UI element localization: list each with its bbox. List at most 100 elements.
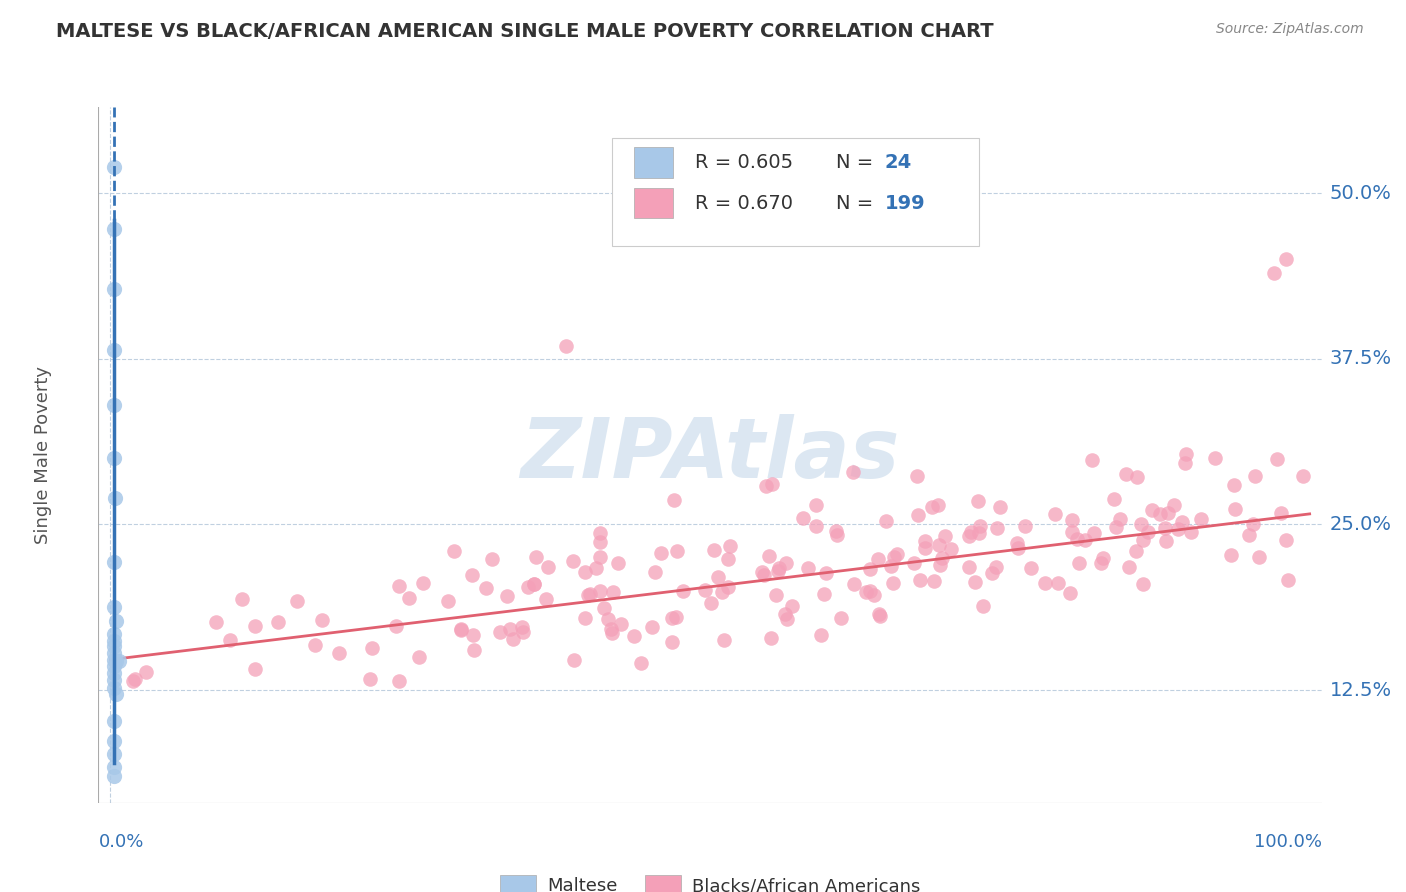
Point <box>1204 451 1226 466</box>
Point <box>412 575 434 590</box>
Point <box>524 549 547 564</box>
Point <box>602 584 624 599</box>
Point <box>267 615 290 630</box>
Point <box>929 558 952 573</box>
Point <box>596 612 619 626</box>
Text: MALTESE VS BLACK/AFRICAN AMERICAN SINGLE MALE POVERTY CORRELATION CHART: MALTESE VS BLACK/AFRICAN AMERICAN SINGLE… <box>56 22 994 41</box>
Point <box>718 539 741 553</box>
Point <box>103 673 125 687</box>
Point <box>984 559 1007 574</box>
Point <box>758 549 780 564</box>
Point <box>1033 576 1056 591</box>
Point <box>661 635 683 649</box>
Point <box>761 477 783 491</box>
Point <box>1237 528 1260 542</box>
Point <box>585 560 607 574</box>
Point <box>1163 499 1185 513</box>
Point <box>103 343 125 357</box>
Point <box>1244 469 1267 483</box>
Point <box>883 549 905 564</box>
Point <box>810 628 832 642</box>
Point <box>124 673 146 687</box>
Point <box>1045 507 1067 521</box>
Point <box>640 620 662 634</box>
Point <box>1083 526 1105 541</box>
Point <box>1249 550 1271 565</box>
Point <box>661 611 683 625</box>
Point <box>512 625 534 640</box>
Point <box>855 584 877 599</box>
Point <box>768 561 790 575</box>
Point <box>1060 513 1083 527</box>
Point <box>103 769 125 783</box>
Text: 25.0%: 25.0% <box>1330 515 1392 534</box>
Point <box>103 555 125 569</box>
Text: 0.0%: 0.0% <box>98 833 143 851</box>
Point <box>122 673 145 688</box>
Text: Source: ZipAtlas.com: Source: ZipAtlas.com <box>1216 22 1364 37</box>
Point <box>869 608 891 623</box>
Point <box>103 659 125 673</box>
Point <box>1074 533 1097 548</box>
Point <box>1014 519 1036 533</box>
Point <box>859 562 882 576</box>
Point <box>231 591 253 606</box>
Point <box>665 610 688 624</box>
Point <box>905 469 928 483</box>
Point <box>496 590 519 604</box>
Point <box>1142 502 1164 516</box>
Point <box>517 580 540 594</box>
Point <box>863 588 886 602</box>
Point <box>1265 452 1288 467</box>
Point <box>965 574 987 589</box>
Point <box>103 681 125 695</box>
Point <box>1125 470 1147 484</box>
Point <box>1263 266 1285 280</box>
Point <box>311 613 333 627</box>
Point <box>103 398 125 412</box>
Point <box>931 550 953 565</box>
Point <box>105 687 128 701</box>
Point <box>1167 522 1189 536</box>
Point <box>1174 456 1197 470</box>
Point <box>967 494 990 508</box>
Point <box>797 561 820 575</box>
Point <box>934 528 956 542</box>
Point <box>589 583 612 598</box>
Point <box>630 657 652 671</box>
Point <box>765 588 787 602</box>
Point <box>1130 516 1153 531</box>
Point <box>986 521 1008 535</box>
Point <box>921 500 943 515</box>
Point <box>1180 524 1202 539</box>
Point <box>1102 491 1125 506</box>
Point <box>716 551 738 566</box>
Point <box>644 565 666 579</box>
Point <box>599 622 621 636</box>
Point <box>475 581 498 595</box>
Point <box>707 569 730 583</box>
Point <box>981 566 1004 580</box>
Point <box>1153 521 1175 535</box>
Point <box>1154 533 1177 548</box>
Point <box>103 599 125 614</box>
FancyBboxPatch shape <box>612 138 979 246</box>
Point <box>388 674 411 689</box>
Point <box>859 583 882 598</box>
Point <box>574 611 596 625</box>
Point <box>1292 468 1315 483</box>
Point <box>450 622 472 636</box>
Point <box>775 612 797 626</box>
Point <box>693 582 716 597</box>
Point <box>1066 532 1088 546</box>
Point <box>1067 556 1090 570</box>
Point <box>437 594 460 608</box>
Point <box>761 631 783 645</box>
Point <box>108 654 129 668</box>
Point <box>1270 506 1292 520</box>
Point <box>813 587 835 601</box>
Point <box>463 628 485 642</box>
Point <box>830 611 852 625</box>
Point <box>875 514 897 528</box>
Point <box>105 614 128 628</box>
